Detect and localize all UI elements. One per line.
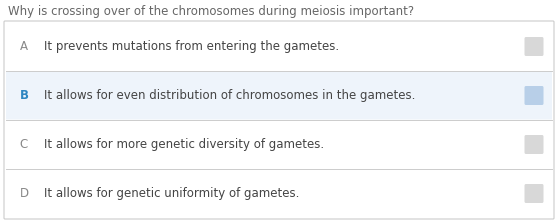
- FancyBboxPatch shape: [6, 23, 552, 71]
- Text: A: A: [20, 40, 28, 53]
- FancyBboxPatch shape: [524, 135, 543, 154]
- Text: It allows for more genetic diversity of gametes.: It allows for more genetic diversity of …: [44, 138, 324, 151]
- Text: It prevents mutations from entering the gametes.: It prevents mutations from entering the …: [44, 40, 339, 53]
- Text: It allows for genetic uniformity of gametes.: It allows for genetic uniformity of game…: [44, 187, 300, 200]
- Text: D: D: [20, 187, 29, 200]
- FancyBboxPatch shape: [6, 71, 552, 119]
- Text: B: B: [20, 89, 29, 102]
- FancyBboxPatch shape: [6, 170, 552, 217]
- FancyBboxPatch shape: [524, 184, 543, 203]
- FancyBboxPatch shape: [6, 121, 552, 168]
- FancyBboxPatch shape: [524, 86, 543, 105]
- FancyBboxPatch shape: [524, 37, 543, 56]
- Text: Why is crossing over of the chromosomes during meiosis important?: Why is crossing over of the chromosomes …: [8, 6, 414, 19]
- Text: It allows for even distribution of chromosomes in the gametes.: It allows for even distribution of chrom…: [44, 89, 415, 102]
- Text: C: C: [20, 138, 28, 151]
- FancyBboxPatch shape: [4, 21, 554, 219]
